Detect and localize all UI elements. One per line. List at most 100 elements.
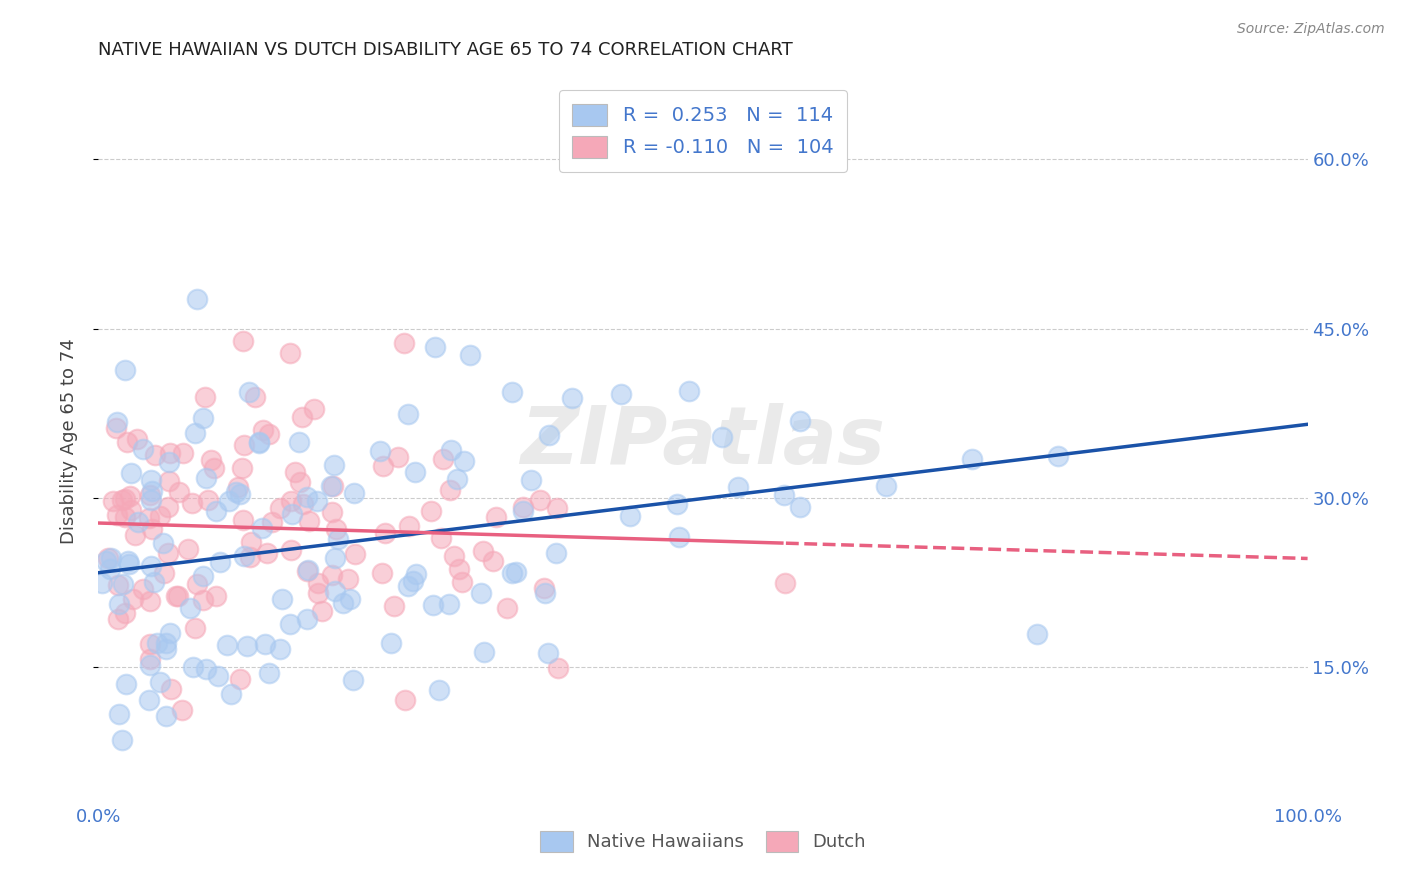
Point [371, 459, 394, 474]
Point [160, 682, 183, 697]
Point [336, 572, 359, 586]
Point [139, 637, 162, 651]
Point [155, 642, 177, 657]
Point [108, 706, 131, 721]
Point [405, 567, 427, 582]
Point [112, 577, 135, 591]
Point [288, 475, 311, 489]
Point [323, 551, 346, 566]
Point [156, 500, 179, 514]
Point [245, 390, 267, 404]
Point [711, 430, 734, 444]
Point [387, 450, 409, 464]
Point [1026, 626, 1049, 640]
Point [529, 492, 551, 507]
Point [512, 504, 534, 518]
Point [512, 500, 534, 514]
Point [256, 546, 278, 560]
Point [727, 480, 749, 494]
Point [165, 589, 187, 603]
Point [332, 596, 354, 610]
Point [537, 646, 560, 660]
Point [259, 666, 281, 681]
Point [284, 465, 307, 479]
Point [111, 733, 134, 747]
Point [326, 532, 349, 546]
Point [231, 461, 253, 475]
Point [505, 566, 527, 580]
Point [186, 292, 208, 306]
Point [325, 522, 347, 536]
Point [789, 500, 811, 514]
Point [205, 589, 228, 603]
Point [194, 390, 217, 404]
Point [233, 549, 256, 563]
Point [139, 473, 162, 487]
Point [665, 497, 688, 511]
Point [98, 561, 121, 575]
Point [278, 345, 301, 359]
Point [394, 693, 416, 707]
Point [342, 673, 364, 687]
Point [429, 682, 451, 697]
Point [96, 554, 118, 568]
Point [159, 626, 181, 640]
Point [239, 535, 262, 549]
Point [191, 569, 214, 583]
Point [247, 435, 270, 450]
Point [138, 652, 160, 666]
Point [229, 672, 252, 686]
Point [432, 452, 454, 467]
Point [298, 514, 321, 528]
Point [420, 504, 443, 518]
Point [254, 637, 277, 651]
Point [394, 335, 416, 350]
Point [117, 434, 139, 449]
Point [547, 661, 569, 675]
Point [295, 490, 318, 504]
Point [270, 592, 292, 607]
Point [537, 427, 560, 442]
Point [232, 438, 254, 452]
Point [143, 448, 166, 462]
Point [200, 453, 222, 467]
Point [307, 586, 329, 600]
Point [321, 505, 343, 519]
Point [339, 591, 361, 606]
Point [321, 479, 343, 493]
Point [678, 384, 700, 398]
Point [157, 474, 180, 488]
Point [291, 409, 314, 424]
Point [422, 599, 444, 613]
Point [546, 500, 568, 515]
Point [323, 583, 346, 598]
Point [450, 574, 472, 589]
Point [177, 542, 200, 557]
Text: NATIVE HAWAIIAN VS DUTCH DISABILITY AGE 65 TO 74 CORRELATION CHART: NATIVE HAWAIIAN VS DUTCH DISABILITY AGE … [98, 41, 793, 59]
Point [96, 551, 118, 566]
Point [111, 493, 134, 508]
Point [238, 384, 260, 399]
Point [501, 566, 523, 581]
Point [159, 446, 181, 460]
Point [343, 486, 366, 500]
Point [155, 709, 177, 723]
Point [257, 426, 280, 441]
Point [229, 487, 252, 501]
Point [155, 636, 177, 650]
Point [380, 636, 402, 650]
Point [120, 503, 142, 517]
Point [114, 607, 136, 621]
Point [773, 576, 796, 591]
Point [218, 493, 240, 508]
Point [323, 458, 346, 473]
Point [485, 509, 508, 524]
Point [398, 519, 420, 533]
Point [180, 496, 202, 510]
Point [100, 550, 122, 565]
Point [423, 340, 446, 354]
Point [297, 563, 319, 577]
Point [232, 334, 254, 349]
Point [91, 575, 114, 590]
Point [170, 703, 193, 717]
